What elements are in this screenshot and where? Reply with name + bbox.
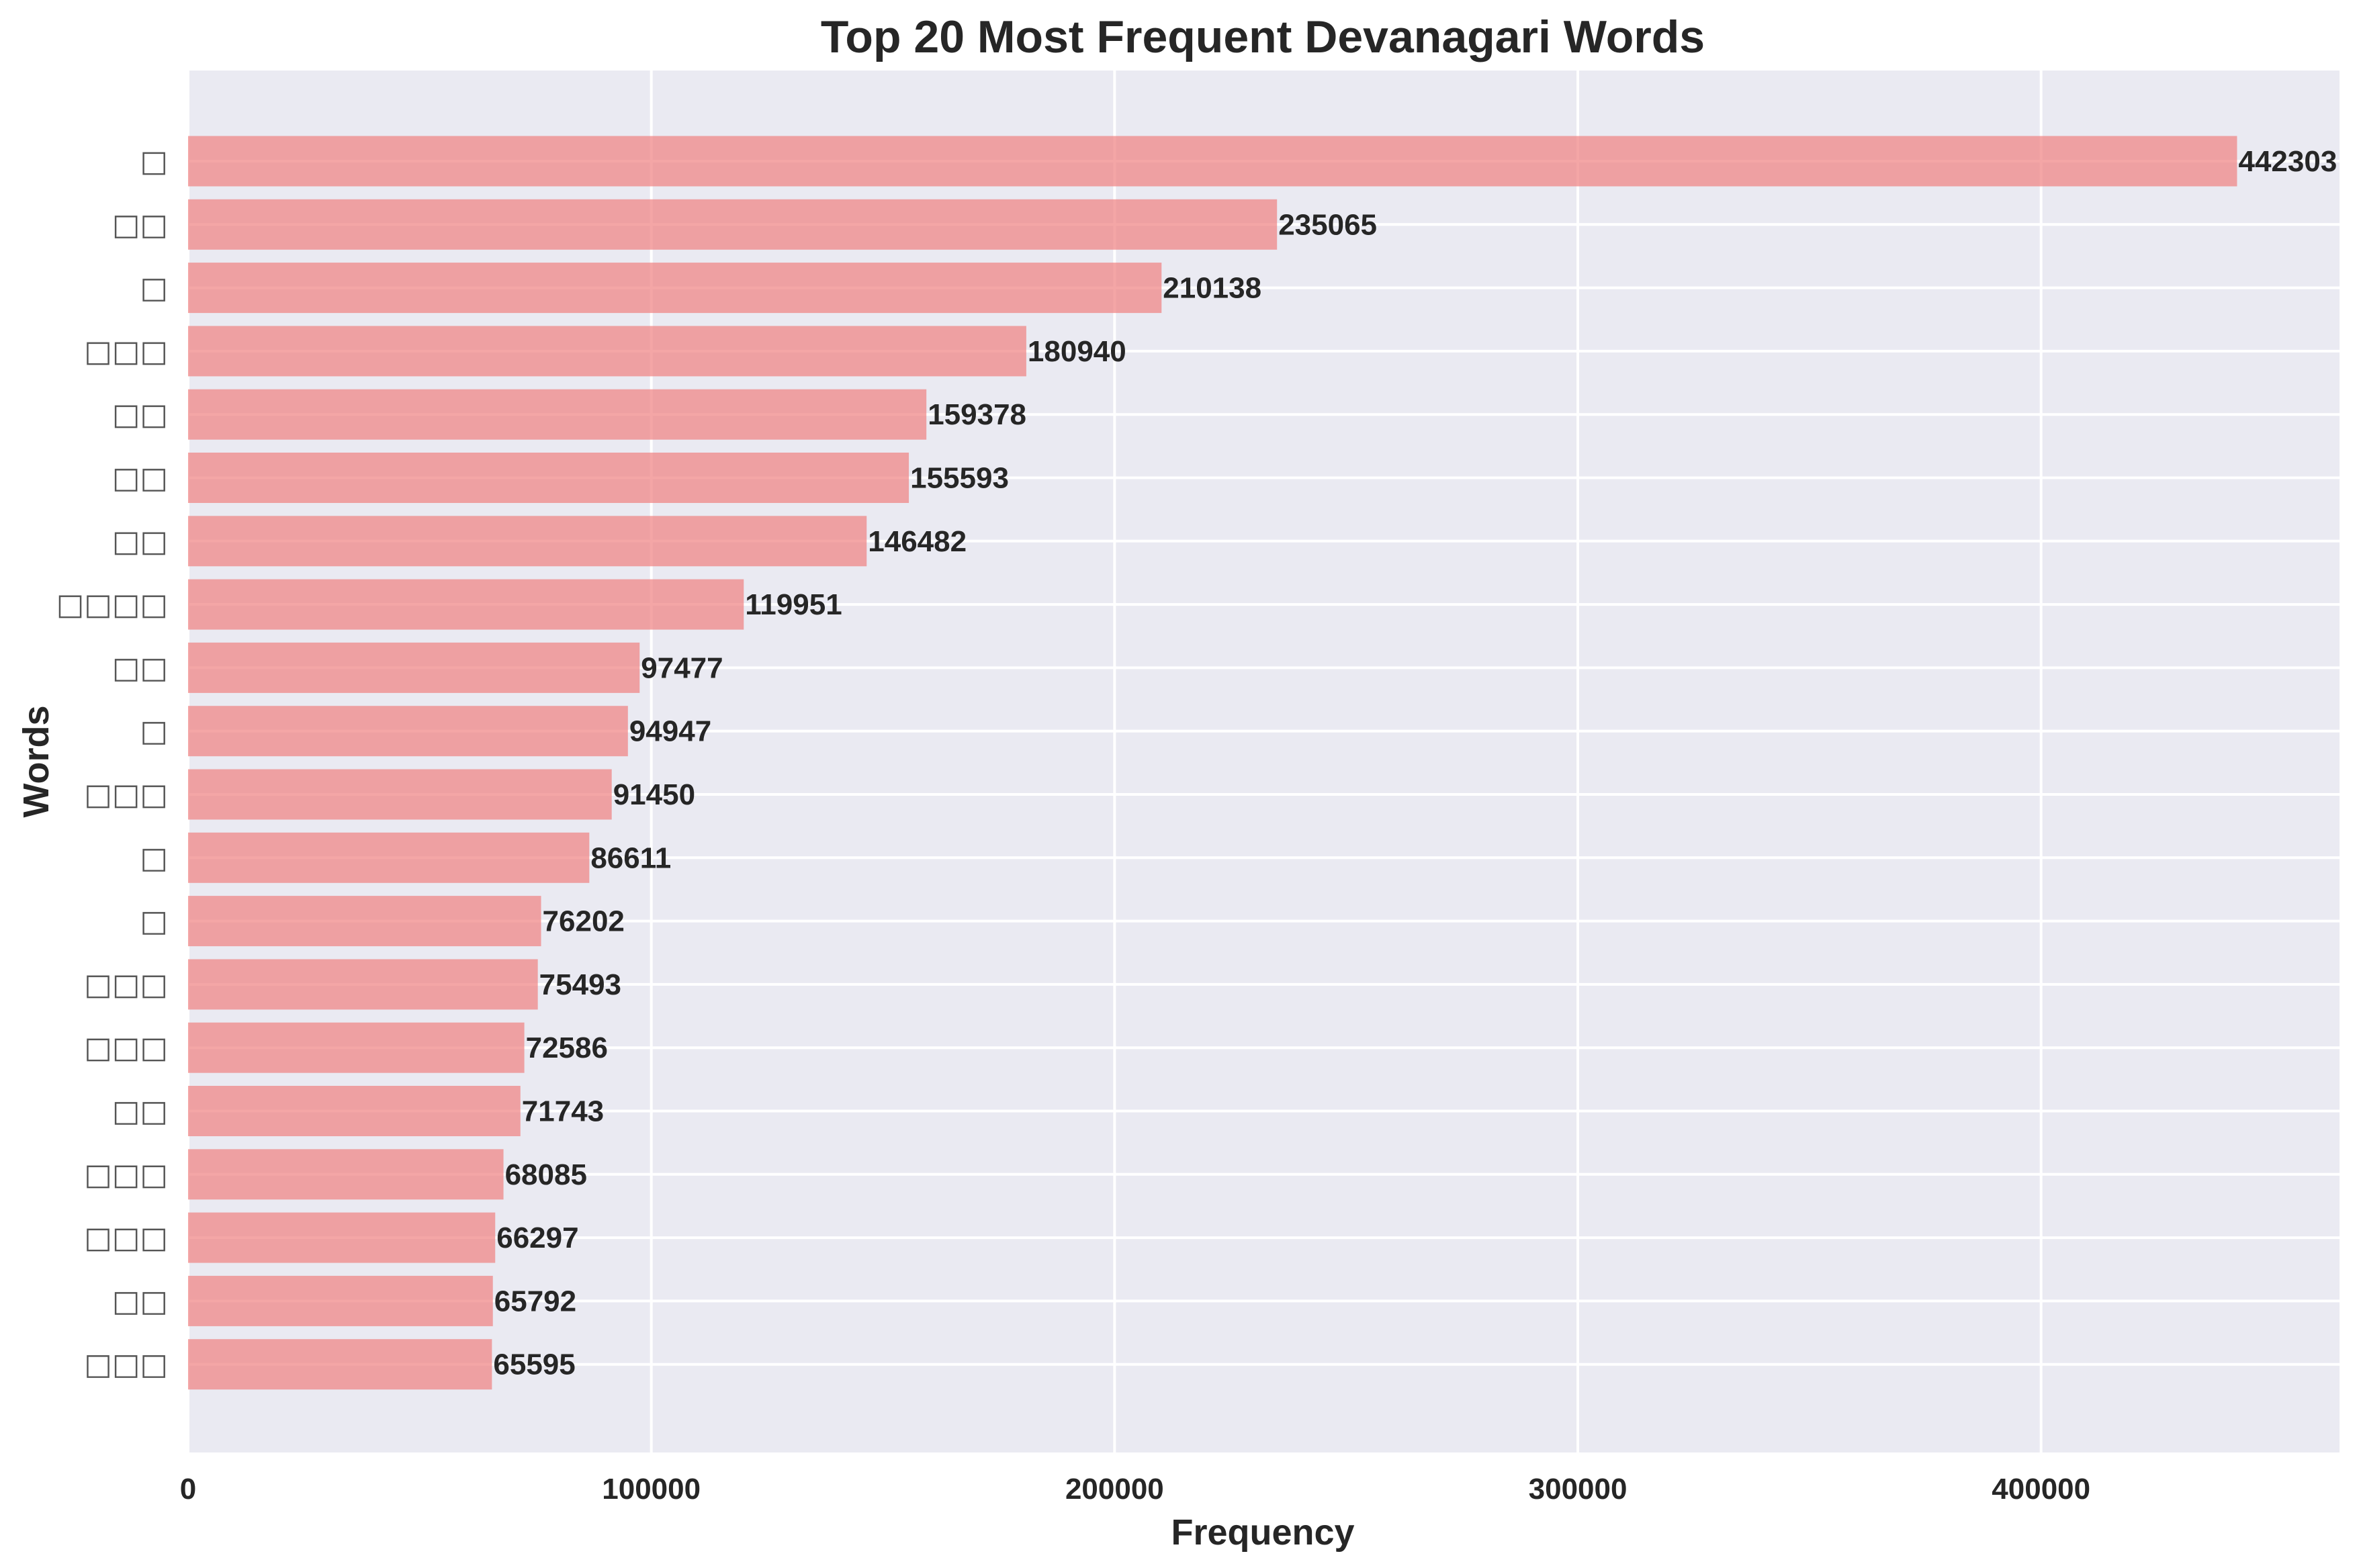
- y-tick-label: □□□: [84, 1348, 168, 1382]
- bar: [188, 1275, 493, 1326]
- y-tick-labels: □□□□□□□□□□□□□□□□□□□□□□□□□□□□□□□□□□□□□□□□…: [56, 144, 168, 1382]
- y-tick-label: □□□: [84, 778, 168, 812]
- bar: [188, 1086, 521, 1136]
- bar-value-label: 180940: [1028, 335, 1126, 368]
- y-axis-label: Words: [16, 705, 56, 817]
- bar: [188, 1149, 504, 1200]
- bar-value-label: 71743: [522, 1095, 604, 1128]
- y-tick-label: □□: [112, 461, 168, 496]
- x-tick-label: 100000: [602, 1473, 701, 1506]
- bar-value-label: 94947: [629, 715, 711, 748]
- x-tick-label: 300000: [1529, 1473, 1628, 1506]
- bars: [188, 136, 2237, 1390]
- y-tick-label: □□: [112, 207, 168, 242]
- y-tick-label: □□: [112, 1284, 168, 1318]
- bar-value-label: 442303: [2238, 145, 2337, 178]
- bar-value-label: 235065: [1278, 208, 1377, 241]
- y-tick-label: □□: [112, 398, 168, 432]
- bar: [188, 263, 1162, 314]
- bar-value-label: 97477: [641, 651, 723, 684]
- bar-value-label: 65792: [494, 1285, 576, 1318]
- y-tick-label: □: [140, 714, 168, 749]
- y-tick-label: □□□: [84, 1158, 168, 1192]
- x-axis-label: Frequency: [1171, 1512, 1354, 1553]
- y-tick-label: □: [140, 144, 168, 179]
- y-tick-label: □: [140, 841, 168, 875]
- bar: [188, 642, 640, 693]
- bar: [188, 389, 927, 440]
- bar: [188, 326, 1026, 377]
- bar: [188, 579, 744, 630]
- bar-value-label: 91450: [613, 778, 695, 811]
- x-tick-labels: 0 100000 200000 300000 400000: [180, 1473, 2090, 1506]
- x-tick-label: 0: [180, 1473, 196, 1506]
- y-tick-label: □□: [112, 524, 168, 559]
- y-tick-label: □□□: [84, 968, 168, 1002]
- bar: [188, 453, 909, 503]
- bar-value-label: 159378: [928, 398, 1026, 431]
- bar: [188, 959, 538, 1010]
- bar: [188, 136, 2237, 187]
- bar-value-label: 65595: [493, 1348, 575, 1381]
- x-tick-label: 400000: [1992, 1473, 2090, 1506]
- y-tick-label: □□: [112, 651, 168, 685]
- bar: [188, 1339, 492, 1390]
- bar-value-label: 76202: [543, 905, 625, 938]
- bar-value-label: 210138: [1163, 272, 1261, 305]
- bar: [188, 516, 867, 567]
- bar-value-label: 72586: [526, 1031, 608, 1064]
- bar: [188, 1212, 496, 1263]
- bar-value-label: 86611: [590, 841, 671, 874]
- y-tick-label: □□□□: [56, 588, 168, 622]
- chart-title: Top 20 Most Frequent Devanagari Words: [821, 11, 1705, 62]
- x-tick-label: 200000: [1065, 1473, 1164, 1506]
- y-tick-label: □: [140, 271, 168, 306]
- bar: [188, 1022, 525, 1073]
- bar: [188, 706, 628, 757]
- bar: [188, 896, 541, 947]
- bar-value-label: 66297: [496, 1221, 578, 1254]
- bar: [188, 199, 1278, 250]
- bar-value-label: 155593: [910, 462, 1009, 495]
- y-tick-label: □□□: [84, 334, 168, 369]
- y-tick-label: □: [140, 905, 168, 939]
- bar-value-label: 68085: [505, 1158, 587, 1191]
- bar: [188, 769, 612, 820]
- bar: [188, 832, 590, 883]
- bar-value-label: 119951: [745, 588, 842, 621]
- y-tick-label: □□□: [84, 1031, 168, 1065]
- y-tick-label: □□: [112, 1095, 168, 1129]
- bar-value-label: 146482: [868, 525, 967, 558]
- bar-value-label: 75493: [539, 968, 621, 1001]
- y-tick-label: □□□: [84, 1221, 168, 1255]
